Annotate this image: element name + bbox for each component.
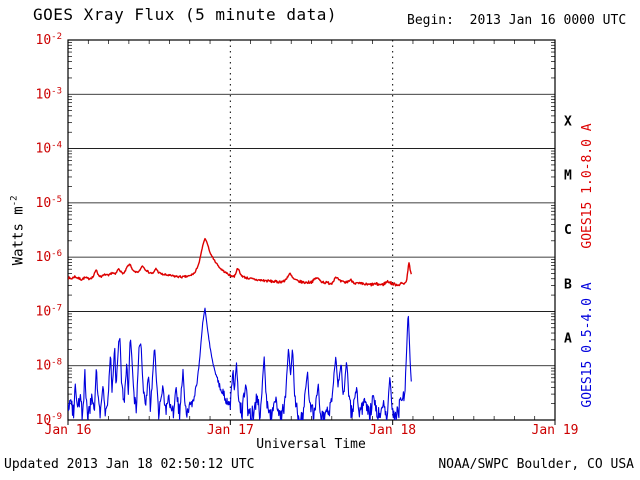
y-tick-label: 10-5 — [36, 195, 63, 211]
y-tick-label: 10-4 — [36, 141, 63, 157]
flare-class-label: X — [564, 114, 572, 129]
updated-timestamp: Updated 2013 Jan 18 02:50:12 UTC — [4, 457, 255, 472]
x-tick-label: Jan 19 — [532, 423, 579, 438]
plot-border — [67, 39, 556, 421]
y-tick-label: 10-8 — [36, 358, 63, 374]
credit-noaa-swpc: NOAA/SWPC Boulder, CO USA — [438, 457, 634, 472]
flare-class-label: M — [564, 169, 572, 184]
chart-title: GOES Xray Flux (5 minute data) — [33, 5, 337, 24]
series-line-short-channel — [68, 307, 412, 420]
flare-class-label: C — [564, 223, 572, 238]
y-tick-label: 10-6 — [36, 249, 63, 265]
y-tick-label: 10-9 — [36, 412, 63, 428]
begin-time-label: Begin: 2013 Jan 16 0000 UTC — [407, 13, 627, 28]
x-axis-label: Universal Time — [256, 437, 366, 452]
series-line-long-channel — [68, 237, 412, 287]
x-tick-label: Jan 17 — [207, 423, 254, 438]
x-tick-label: Jan 18 — [369, 423, 416, 438]
y-tick-label: 10-7 — [36, 303, 63, 319]
flare-class-label: A — [564, 332, 572, 347]
flare-class-label: B — [564, 277, 572, 292]
x-tick-label: Jan 16 — [45, 423, 92, 438]
y-tick-label: 10-3 — [36, 86, 63, 102]
y-tick-label: 10-2 — [36, 32, 63, 48]
